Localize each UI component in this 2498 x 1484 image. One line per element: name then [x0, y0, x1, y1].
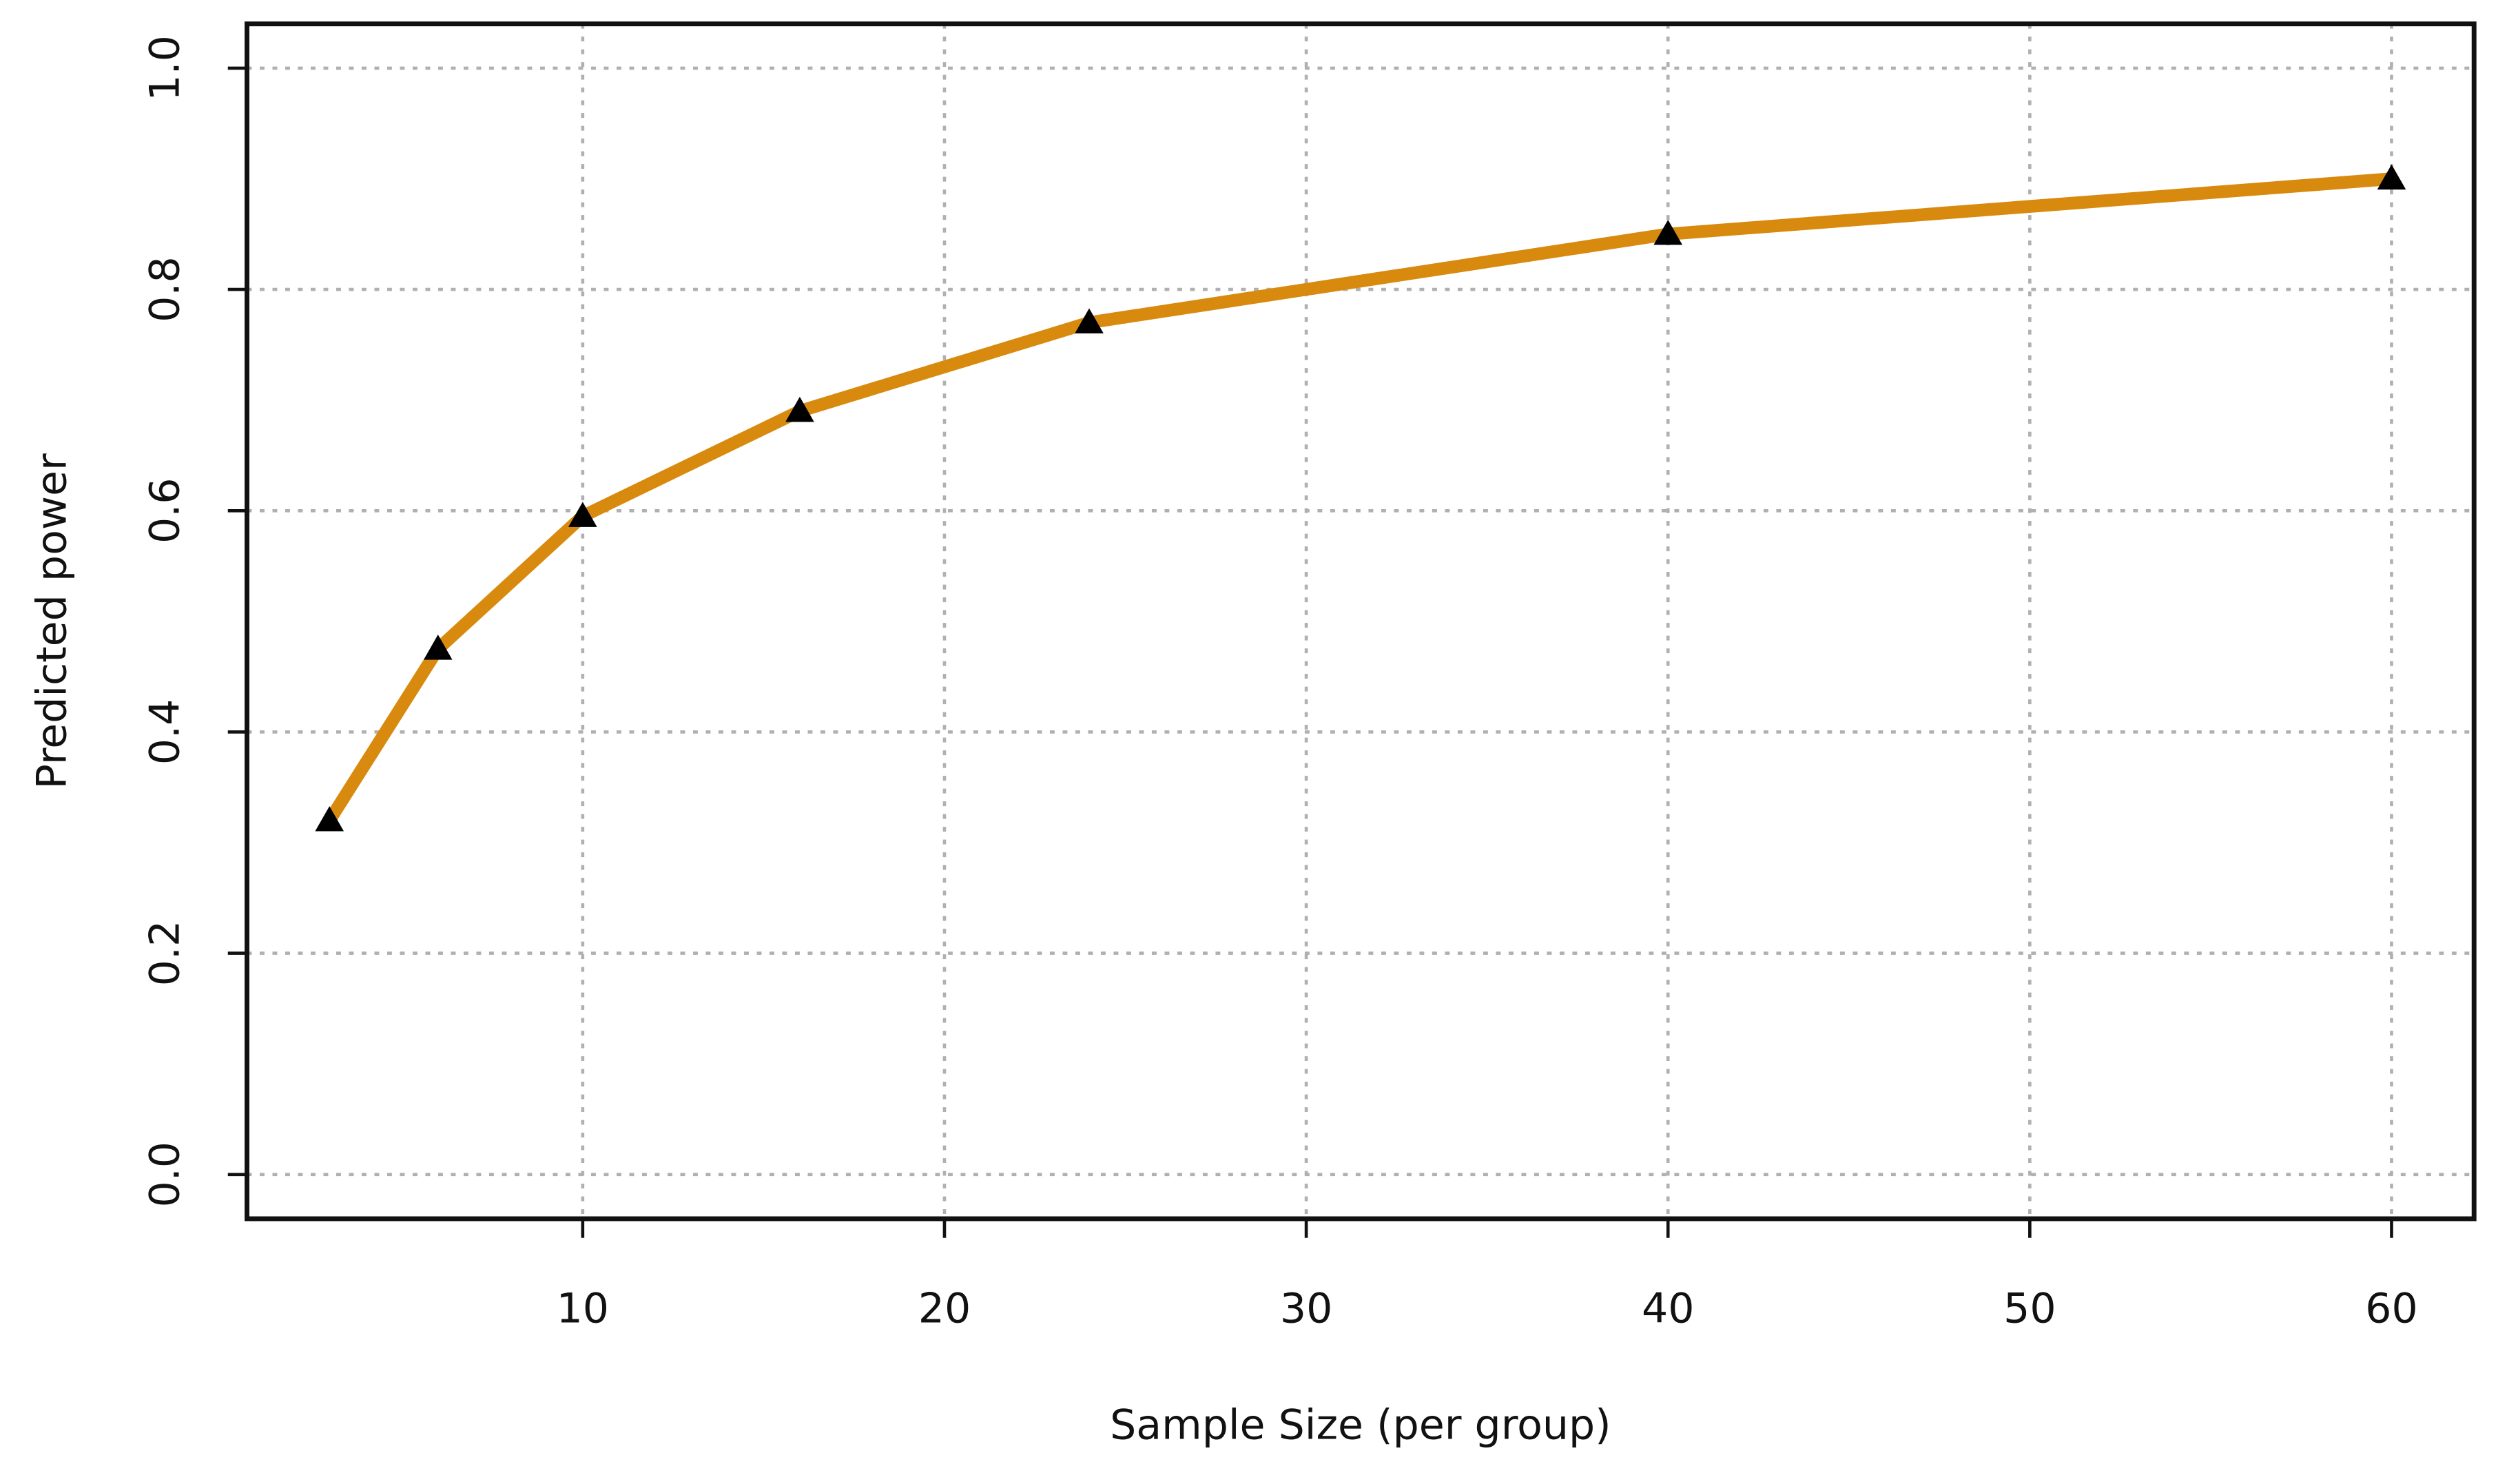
- y-tick-label: 0.6: [141, 477, 189, 544]
- y-tick-label: 0.8: [141, 256, 189, 322]
- y-tick-label: 0.0: [141, 1142, 189, 1208]
- data-point: [2377, 164, 2406, 190]
- x-tick-label: 40: [1642, 1285, 1695, 1333]
- data-line: [322, 172, 2398, 827]
- data-point: [1075, 308, 1104, 333]
- x-tick-label: 10: [557, 1285, 610, 1333]
- x-tick-label: 60: [2365, 1285, 2418, 1333]
- data-point: [423, 635, 453, 660]
- x-tick-label: 50: [2003, 1285, 2056, 1333]
- data-point: [315, 806, 344, 832]
- data-point: [1653, 219, 1683, 245]
- y-tick-label: 0.2: [141, 920, 189, 987]
- y-axis-label: Predicted power: [28, 453, 76, 789]
- plot-frame: [245, 21, 2477, 1222]
- x-tick-label: 20: [918, 1285, 971, 1333]
- x-axis-label: Sample Size (per group): [1110, 1401, 1611, 1450]
- y-tick-label: 0.4: [141, 699, 189, 765]
- y-tick-label: 1.0: [141, 35, 189, 101]
- data-point: [568, 502, 597, 527]
- x-tick-label: 30: [1280, 1285, 1333, 1333]
- data-point: [785, 396, 814, 422]
